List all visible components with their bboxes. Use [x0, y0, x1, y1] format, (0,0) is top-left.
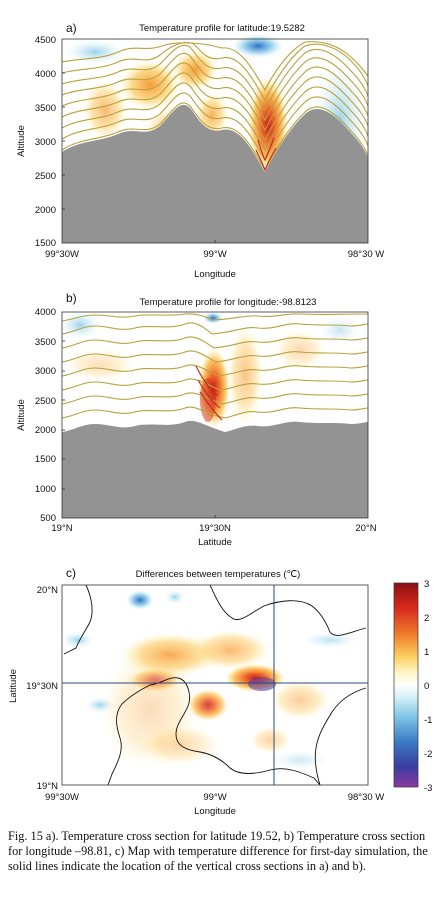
figure-caption: Fig. 15 a). Temperature cross section fo… [8, 829, 428, 874]
panel-b-yticks: 500 1000 1500 2000 2500 3000 3500 4000 [35, 307, 56, 524]
x-tick-label: 98°30 W [348, 792, 385, 803]
panel-a: a) Temperature profile for latitude:19.5… [16, 21, 384, 280]
panel-c-xticks: 99°30W 99°W 98°30 W [45, 792, 384, 803]
y-tick-label: 3500 [35, 337, 56, 348]
panel-c-title: Differences between temperatures (℃) [136, 569, 301, 580]
panel-a-xlabel: Longitude [194, 269, 236, 280]
y-tick-label: 3500 [35, 103, 56, 114]
panel-c: c) Differences between temperatures (℃) [8, 566, 432, 817]
x-tick-label: 98°30 W [348, 249, 385, 260]
panel-a-xticks: 99°30W 99°W 98°30 W [45, 249, 384, 260]
panel-b-hot-contours [195, 365, 223, 421]
colorbar [393, 582, 419, 788]
y-tick-label: 1000 [35, 484, 56, 495]
y-tick-label: 4500 [35, 35, 56, 46]
y-tick-label: 19°N [37, 781, 58, 792]
x-tick-label: 20°N [355, 523, 376, 534]
panel-c-xlabel: Longitude [194, 806, 236, 817]
colorbar-tick-label: -1 [424, 715, 432, 726]
y-tick-label: 3000 [35, 366, 56, 377]
panel-c-yticks: 19°N 19°30N 20°N [26, 585, 58, 792]
y-tick-label: 1500 [35, 454, 56, 465]
colorbar-ticks: 3 2 1 0 -1 -2 -3 [424, 579, 432, 794]
colorbar-tick-label: -2 [424, 749, 432, 760]
x-tick-label: 99°W [203, 792, 226, 803]
panel-c-boundaries [63, 584, 367, 786]
panel-a-ylabel: Altitude [16, 125, 27, 157]
figure-panels: a) Temperature profile for latitude:19.5… [8, 21, 432, 817]
panel-b-xlabel: Latitude [198, 537, 232, 548]
x-tick-label: 99°30W [45, 249, 79, 260]
y-tick-label: 4000 [35, 307, 56, 318]
colorbar-tick-label: -3 [424, 783, 432, 794]
y-tick-label: 19°30N [26, 681, 58, 692]
colorbar-tick-label: 3 [424, 579, 429, 590]
y-tick-label: 1500 [35, 238, 56, 249]
x-tick-label: 99°30W [45, 792, 79, 803]
y-tick-label: 2000 [35, 205, 56, 216]
y-tick-label: 2500 [35, 396, 56, 407]
colorbar-tick-label: 1 [424, 647, 429, 658]
x-tick-label: 99°W [203, 249, 226, 260]
panel-a-tick-marks [62, 72, 216, 243]
panel-a-contours [61, 41, 369, 172]
panel-a-terrain [62, 104, 368, 243]
panel-a-title: Temperature profile for latitude:19.5282 [139, 23, 305, 34]
panel-b-terrain [62, 420, 368, 518]
panel-b-contours [61, 313, 369, 419]
panel-b-title: Temperature profile for longitude:-98.81… [140, 297, 317, 308]
panel-a-hot-contours [255, 137, 277, 172]
y-tick-label: 20°N [37, 585, 58, 596]
panel-b-ylabel: Altitude [16, 399, 27, 431]
panel-b-tick-marks [62, 340, 216, 518]
panel-c-frame [61, 584, 369, 786]
panel-b-xticks: 19°N 19°30N 20°N [51, 523, 376, 534]
panel-b-letter: b) [66, 291, 77, 305]
y-tick-label: 3000 [35, 137, 56, 148]
y-tick-label: 500 [40, 513, 56, 524]
panel-c-ylabel: Latitude [8, 669, 19, 703]
y-tick-label: 2500 [35, 171, 56, 182]
colorbar-tick-label: 0 [424, 681, 429, 692]
x-tick-label: 19°N [51, 523, 72, 534]
panel-b: b) Temperature profile for longitude:-98… [16, 291, 377, 548]
y-tick-label: 4000 [35, 69, 56, 80]
colorbar-tick-label: 2 [424, 613, 429, 624]
y-tick-label: 2000 [35, 425, 56, 436]
panel-c-section-lines [62, 585, 368, 785]
x-tick-label: 19°30N [199, 523, 231, 534]
panel-c-letter: c) [66, 566, 76, 580]
panel-a-yticks: 1500 2000 2500 3000 3500 4000 4500 [35, 35, 56, 249]
panel-a-letter: a) [66, 21, 77, 35]
